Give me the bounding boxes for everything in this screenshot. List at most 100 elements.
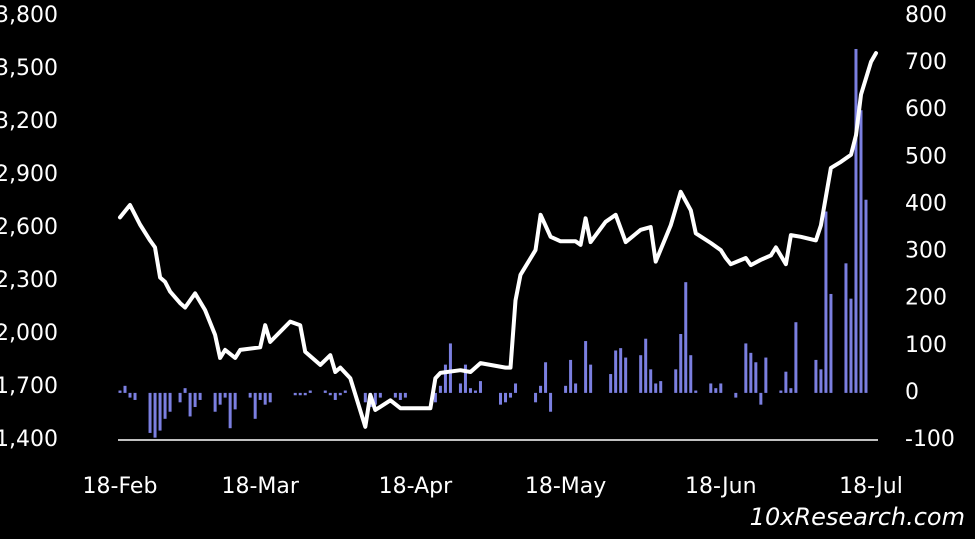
bar [403,392,407,398]
y2-tick-label: 100 [905,333,947,358]
bar [338,392,342,396]
y2-tick-label: -100 [905,427,955,452]
bar [118,390,122,393]
bar [333,392,337,400]
bar [794,322,798,393]
x-tick-label: 18-Jun [685,474,757,499]
bar [168,392,172,412]
x-tick-label: 18-Jul [839,474,903,499]
bar [859,110,863,393]
bar [694,390,698,393]
bar [308,390,312,393]
y-tick-label: 2,900 [0,162,58,187]
x-tick-label: 18-May [525,474,606,499]
bar [784,371,788,393]
bar [659,381,663,393]
bar [654,383,658,393]
bar [789,388,793,393]
y2-tick-label: 600 [905,97,947,122]
bar [468,388,472,393]
y-tick-label: 3,200 [0,109,58,134]
y2-tick-label: 800 [905,3,947,28]
bar [514,383,518,393]
bar [709,383,713,393]
x-tick-label: 18-Feb [83,474,158,499]
bar [779,390,783,393]
y2-tick-label: 400 [905,191,947,216]
y-tick-label: 3,800 [0,3,58,28]
bar [443,364,447,393]
bar [473,390,477,393]
y2-tick-label: 500 [905,144,947,169]
bar [649,369,653,393]
bar [644,338,648,393]
bar [188,392,192,417]
bar [153,392,157,438]
bar [233,392,237,410]
bar [759,392,763,405]
bar [218,392,222,405]
bar [714,388,718,393]
y2-tick-label: 200 [905,286,947,311]
bar [258,392,262,400]
bar [619,348,623,393]
bar [719,383,723,393]
bar [744,343,748,393]
bar [213,392,217,412]
bar [764,357,768,393]
bar [178,392,182,403]
bar [478,381,482,393]
bar [639,355,643,393]
bar [689,355,693,393]
bar [814,359,818,393]
bar [223,392,227,398]
bar [674,369,678,393]
bar [609,374,613,393]
bar [398,392,402,400]
bar [614,350,618,393]
bar [263,392,267,405]
bar [544,362,548,393]
bar [433,392,437,403]
bar [509,392,513,398]
bar [589,364,593,393]
bar [123,385,127,393]
bar [133,392,137,400]
y-tick-label: 1,400 [0,427,58,452]
line [118,51,878,429]
bar [393,392,397,398]
bar [504,392,508,403]
bar [458,383,462,393]
bar [864,199,868,393]
bar [574,383,578,393]
bar [378,392,382,398]
bar [158,392,162,431]
y2-tick-label: 300 [905,239,947,264]
bar [854,48,858,393]
bar [293,392,297,396]
watermark: 10xResearch.com [750,503,965,531]
bar [534,392,538,403]
x-tick-label: 18-Apr [379,474,453,499]
bar [829,293,833,393]
bar [253,392,257,419]
bar [303,392,307,396]
bar [819,369,823,393]
bar [539,385,543,393]
bar [734,392,738,398]
bar [448,343,452,393]
bar [298,392,302,396]
y-tick-label: 3,500 [0,56,58,81]
bar [373,392,377,405]
bar [228,392,232,429]
bar [684,282,688,393]
bar [584,341,588,393]
y-tick-label: 2,600 [0,215,58,240]
bar [328,392,332,396]
y2-tick-label: 0 [905,380,919,405]
bar [148,392,152,433]
bar [844,263,848,393]
bar [849,298,853,393]
